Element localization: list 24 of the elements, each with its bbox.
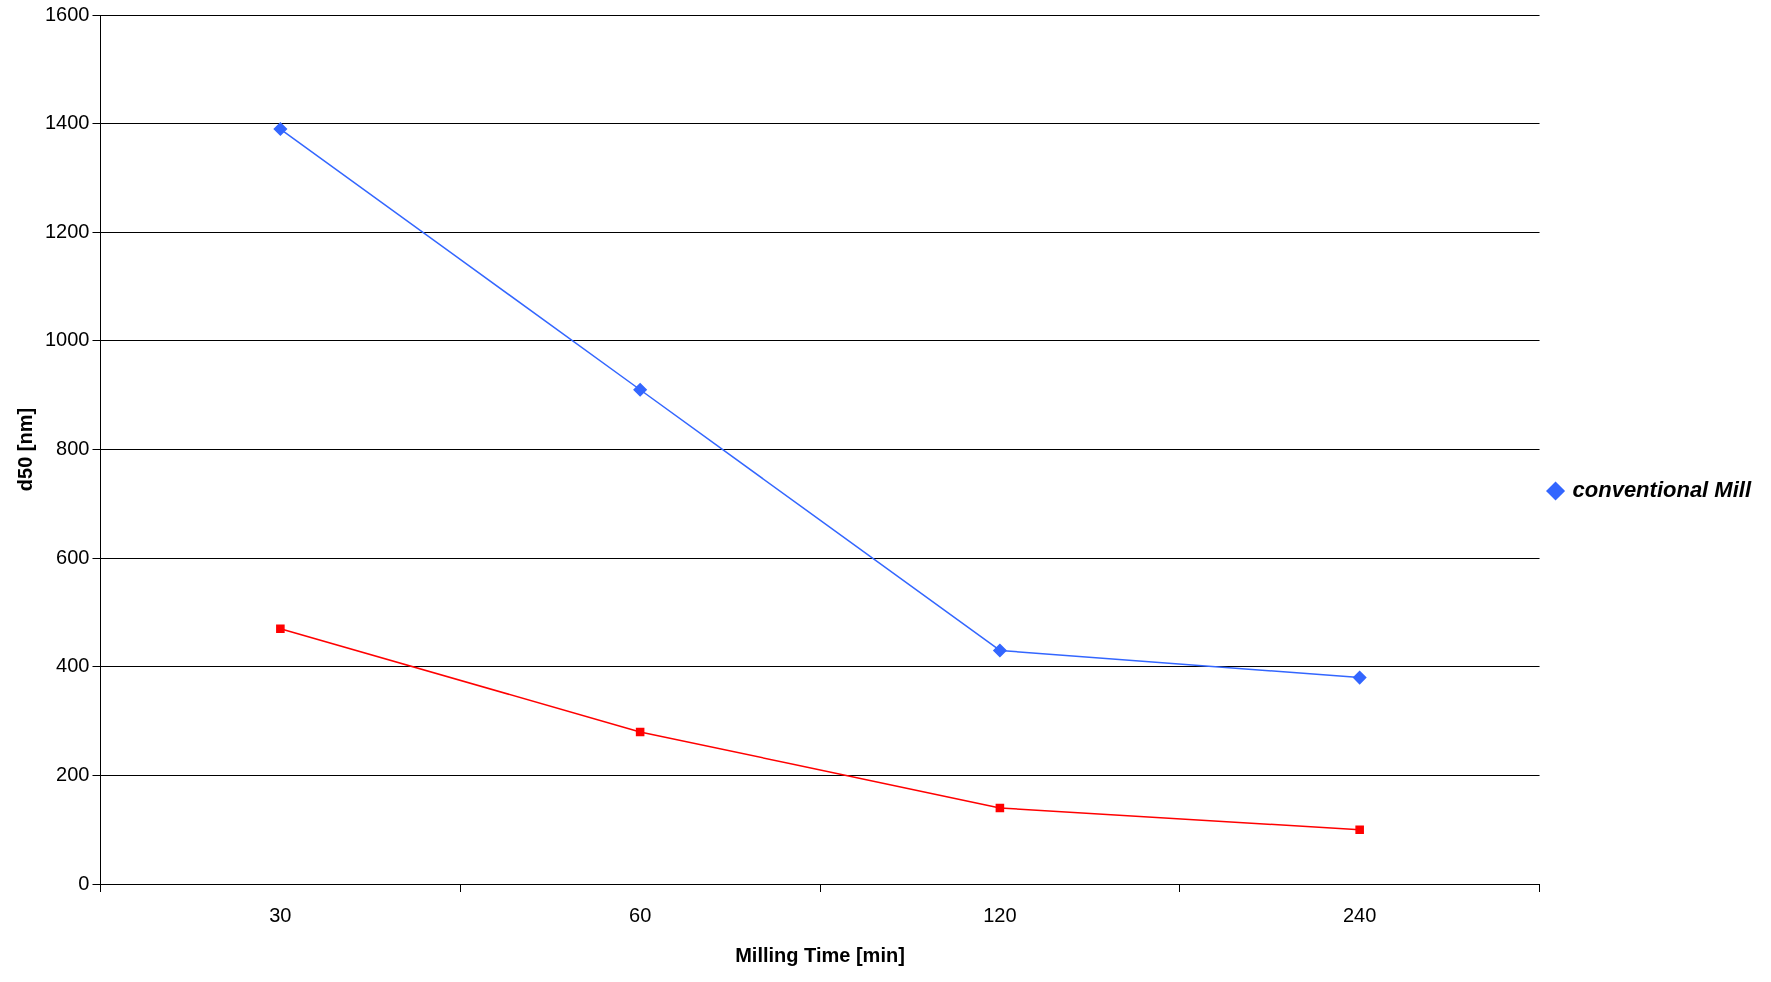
- x-axis-title: Milling Time [min]: [735, 943, 905, 966]
- x-tick-label: 120: [983, 903, 1017, 926]
- point: [633, 383, 647, 397]
- x-tick-label: 240: [1342, 903, 1377, 926]
- point: [276, 624, 285, 634]
- y-tick-label: 200: [56, 762, 90, 785]
- y-tick-label: 1000: [44, 328, 90, 351]
- x-tick-label: 60: [629, 903, 652, 926]
- y-tick-label: 800: [56, 437, 90, 460]
- y-tick-label: 600: [56, 545, 90, 568]
- x-tick-label: 30: [269, 903, 292, 926]
- legend-label: conventional Mill: [1572, 477, 1752, 503]
- y-tick-label: 1400: [44, 111, 90, 134]
- y-tick-label: 400: [56, 654, 90, 677]
- y-axis-title: d50 [nm]: [13, 407, 36, 492]
- point: [1355, 825, 1364, 834]
- point: [1352, 670, 1367, 685]
- y-tick-label: 0: [78, 871, 90, 894]
- point: [273, 122, 288, 136]
- y-tick-label: 1200: [44, 219, 90, 242]
- point: [993, 643, 1007, 658]
- point: [995, 803, 1005, 813]
- point: [635, 727, 645, 737]
- y-tick-label: 1600: [44, 2, 90, 25]
